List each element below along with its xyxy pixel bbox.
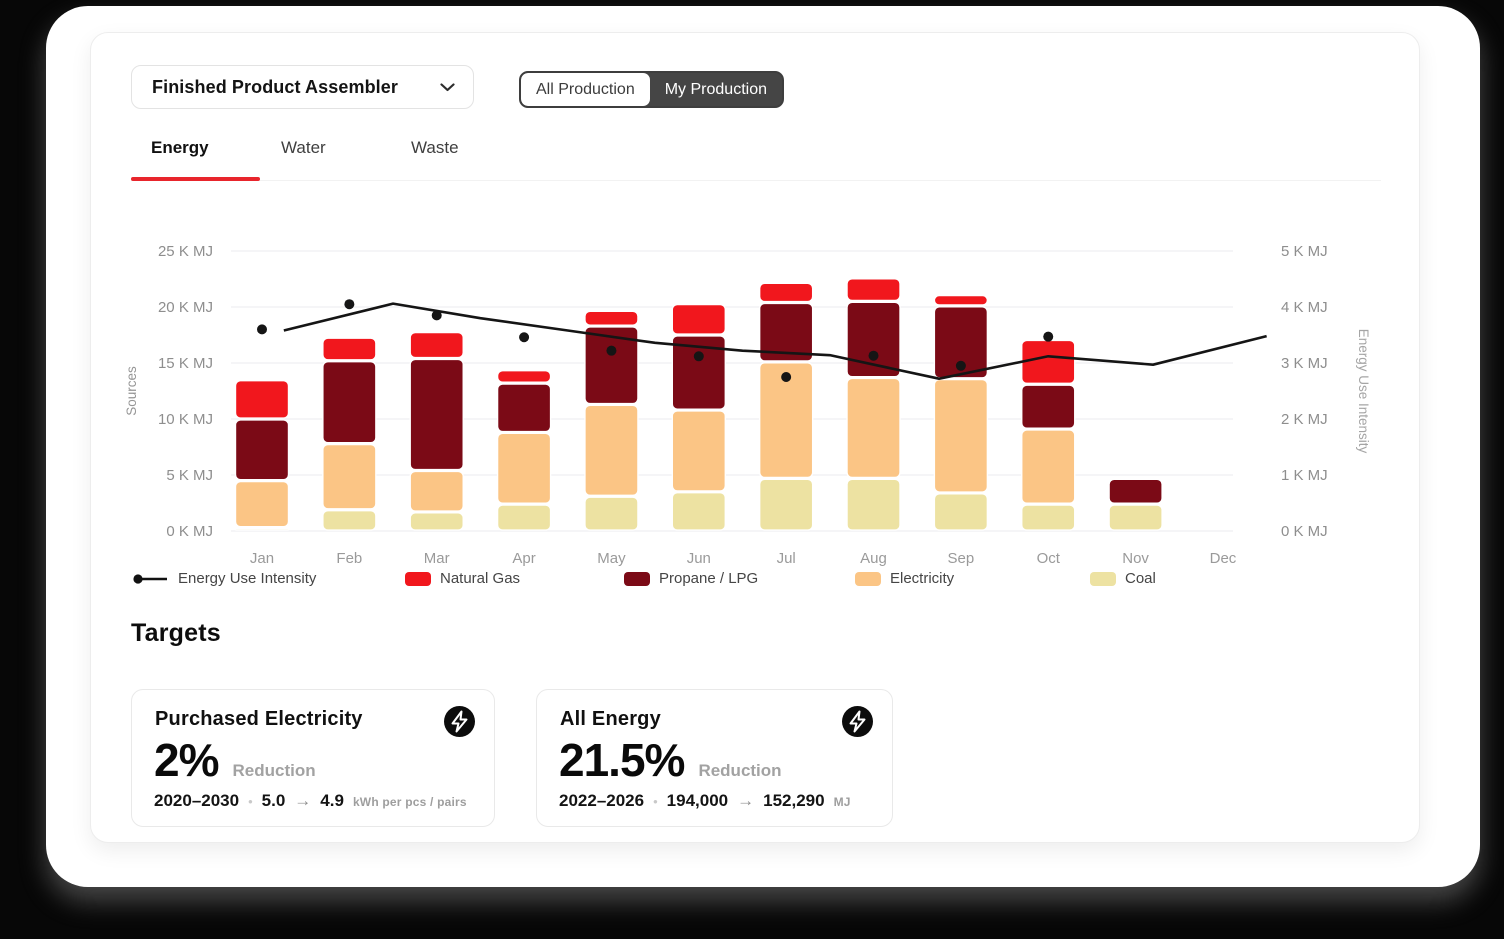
svg-text:2 K MJ: 2 K MJ <box>1281 411 1328 428</box>
svg-text:Jul: Jul <box>777 550 796 567</box>
target-range: 2020–2030 <box>154 791 240 810</box>
svg-text:3 K MJ: 3 K MJ <box>1281 355 1328 372</box>
svg-text:Sep: Sep <box>948 550 975 567</box>
svg-text:25 K MJ: 25 K MJ <box>158 243 213 260</box>
svg-text:0 K MJ: 0 K MJ <box>1281 523 1328 540</box>
svg-text:Oct: Oct <box>1037 550 1061 567</box>
electricity-swatch <box>855 571 881 586</box>
targets-heading: Targets <box>131 619 221 647</box>
target-detail-row: 2022–2026 • 194,000 → 152,290 MJ <box>559 791 851 811</box>
coal-swatch <box>1090 571 1116 586</box>
target-unit: MJ <box>833 795 851 809</box>
target-unit: kWh per pcs / pairs <box>352 795 467 809</box>
legend-item-electricity[interactable]: Electricity <box>855 570 954 587</box>
svg-text:May: May <box>597 550 626 567</box>
svg-text:Jun: Jun <box>687 550 711 567</box>
energy-chart: 0 K MJ 0 K MJ 5 K MJ 1 K MJ 10 K MJ 2 K MJ 15 … <box>124 243 1371 567</box>
svg-text:Jan: Jan <box>250 550 274 567</box>
tab-waste[interactable]: Waste <box>411 138 459 157</box>
card-title: Purchased Electricity <box>155 708 363 730</box>
reduction-value: 21.5% <box>559 734 685 786</box>
target-from: 194,000 <box>666 791 729 810</box>
svg-text:Aug: Aug <box>860 550 887 567</box>
reduction-label: Reduction <box>232 761 316 780</box>
facility-dropdown[interactable]: Finished Product Assembler <box>131 65 474 109</box>
active-tab-underline <box>131 177 260 181</box>
svg-text:Dec: Dec <box>1210 550 1237 567</box>
lightning-icon <box>444 706 475 737</box>
svg-text:Sources: Sources <box>124 366 139 416</box>
arrow-right-icon: → <box>294 791 312 810</box>
svg-text:Mar: Mar <box>424 550 450 567</box>
svg-text:0 K MJ: 0 K MJ <box>166 523 213 540</box>
separator-dot-icon: • <box>248 794 253 809</box>
reduction-label: Reduction <box>698 761 782 780</box>
target-to: 4.9 <box>320 791 344 810</box>
line-dot-icon <box>131 572 169 586</box>
svg-text:Apr: Apr <box>512 550 535 567</box>
legend-item-propane-lpg[interactable]: Propane / LPG <box>624 570 758 587</box>
card-title: All Energy <box>560 708 661 730</box>
legend-item-energy-use-intensity[interactable]: Energy Use Intensity <box>131 570 316 587</box>
lightning-icon <box>842 706 873 737</box>
svg-text:Nov: Nov <box>1122 550 1149 567</box>
svg-text:20 K MJ: 20 K MJ <box>158 299 213 316</box>
target-range: 2022–2026 <box>559 791 645 810</box>
svg-text:1 K MJ: 1 K MJ <box>1281 467 1328 484</box>
tab-energy[interactable]: Energy <box>151 138 209 157</box>
svg-text:Feb: Feb <box>336 550 362 567</box>
arrow-right-icon: → <box>737 791 755 810</box>
svg-text:5 K MJ: 5 K MJ <box>166 467 213 484</box>
toggle-my-production[interactable]: My Production <box>664 80 767 98</box>
legend-item-natural-gas[interactable]: Natural Gas <box>405 570 520 587</box>
svg-text:15 K MJ: 15 K MJ <box>158 355 213 372</box>
target-detail-row: 2020–2030 • 5.0 → 4.9 kWh per pcs / pair… <box>154 791 467 811</box>
svg-text:4 K MJ: 4 K MJ <box>1281 299 1328 316</box>
chart-legend: Energy Use Intensity Natural Gas Propane… <box>91 570 1421 596</box>
svg-text:5 K MJ: 5 K MJ <box>1281 243 1328 260</box>
target-card-all-energy: All Energy 21.5% Reduction 2022–2026 • 1… <box>536 689 893 827</box>
target-from: 5.0 <box>261 791 286 810</box>
tab-water[interactable]: Water <box>281 138 326 157</box>
dashboard-window: Finished Product Assembler All Productio… <box>90 32 1420 843</box>
separator-dot-icon: • <box>653 794 658 809</box>
svg-text:10 K MJ: 10 K MJ <box>158 411 213 428</box>
legend-item-coal[interactable]: Coal <box>1090 570 1156 587</box>
svg-text:Energy Use Intensity: Energy Use Intensity <box>1356 329 1371 454</box>
tab-divider <box>131 180 1381 181</box>
natural-gas-swatch <box>405 571 431 586</box>
target-card-purchased-electricity: Purchased Electricity 2% Reduction 2020–… <box>131 689 495 827</box>
toggle-all-production[interactable]: All Production <box>521 73 650 106</box>
production-toggle: All Production My Production <box>519 71 784 108</box>
target-to: 152,290 <box>763 791 825 810</box>
propane-swatch <box>624 571 650 586</box>
chevron-down-icon <box>440 82 455 92</box>
facility-dropdown-label: Finished Product Assembler <box>152 76 398 97</box>
reduction-value: 2% <box>154 734 219 786</box>
